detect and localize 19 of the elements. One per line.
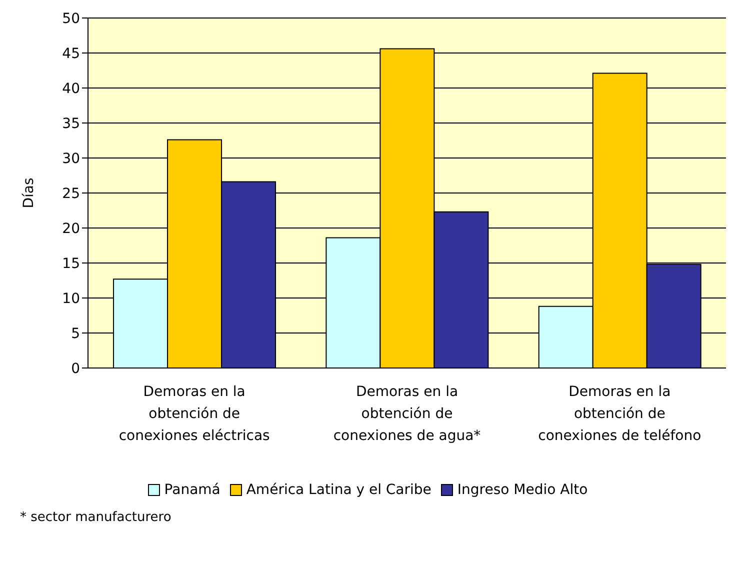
y-tick-label: 30 [62, 150, 80, 167]
x-tick-label: Demoras en la obtención de conexiones de teléfono [538, 384, 702, 444]
legend-label: Panamá [163, 482, 220, 498]
y-tick-label: 25 [62, 186, 80, 202]
y-tick-label: 0 [71, 360, 80, 377]
legend-label: Ingreso Medio Alto [456, 482, 588, 498]
x-tick-label: Demoras en la obtención de conexiones eléctricas [118, 384, 270, 444]
y-tick-label: 10 [62, 290, 80, 307]
y-tick-label: 50 [62, 10, 80, 27]
y-tick-label: 15 [62, 256, 80, 272]
y-tick-label: 40 [62, 80, 80, 97]
x-tick-label: Demoras en la obtención de conexiones de agua* [333, 384, 481, 444]
y-axis-title: Días [20, 178, 37, 208]
y-tick-label: 5 [71, 326, 80, 342]
text: * sector manufacturero [20, 510, 172, 525]
legend-label: América Latina y el Caribe [245, 482, 432, 498]
y-tick-label: 20 [62, 220, 80, 237]
y-tick-label: 35 [62, 116, 80, 132]
y-tick-label: 45 [62, 46, 80, 62]
